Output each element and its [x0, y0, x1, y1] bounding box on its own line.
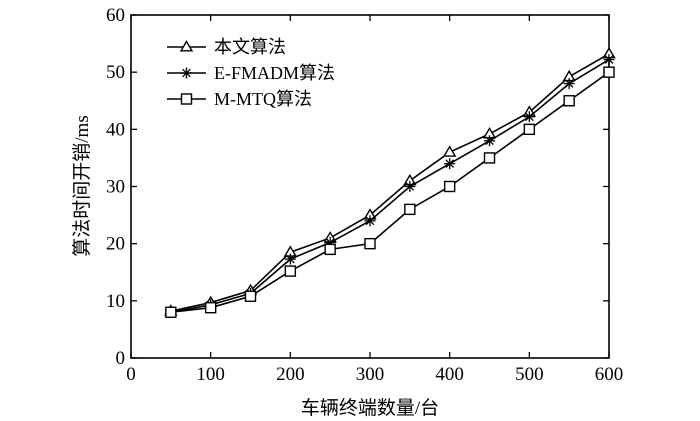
legend-item: E-FMADM算法 — [167, 63, 335, 83]
x-axis-label: 车辆终端数量/台 — [301, 397, 439, 419]
star-stroke — [485, 136, 494, 146]
series-square — [165, 66, 615, 318]
data-point-square — [563, 95, 575, 107]
y-tick-label: 10 — [106, 291, 125, 312]
y-tick-label: 60 — [106, 5, 125, 26]
star-stroke — [405, 182, 415, 191]
x-axis-ticks: 0 100 200 300 400 500 600 — [126, 15, 623, 385]
x-tick-label: 600 — [595, 364, 624, 385]
y-axis-ticks: 0 10 20 30 40 50 60 — [106, 5, 609, 369]
star-stroke — [525, 112, 534, 122]
y-tick-label: 30 — [106, 177, 125, 198]
legend: 本文算法 E-FMADM算法 M-MTQ算法 — [167, 37, 335, 109]
legend-label: 本文算法 — [214, 37, 286, 57]
star-stroke — [286, 254, 295, 264]
legend-label: E-FMADM算法 — [214, 63, 335, 83]
legend-item: M-MTQ算法 — [167, 89, 312, 109]
data-point-star — [404, 181, 416, 192]
y-tick-label: 50 — [106, 62, 125, 83]
star-stroke — [365, 216, 375, 226]
data-point-star — [603, 54, 615, 66]
data-point-star — [364, 215, 376, 227]
legend-marker-triangle — [179, 40, 194, 52]
data-point-square — [443, 180, 456, 193]
data-point-square — [404, 203, 416, 216]
y-axis-label: 算法时间开销/ms — [71, 115, 93, 256]
legend-marker-square — [180, 93, 193, 105]
data-point-star — [523, 111, 535, 123]
star-stroke — [182, 68, 191, 78]
data-point-star — [284, 253, 296, 265]
series-line — [170, 58, 610, 314]
y-tick-label: 0 — [116, 348, 126, 369]
legend-marker-star — [181, 67, 192, 79]
data-point-star — [444, 158, 456, 170]
data-point-square — [244, 290, 257, 302]
data-point-square — [324, 243, 336, 256]
y-tick-label: 40 — [106, 119, 125, 140]
data-point-square — [165, 306, 177, 318]
data-point-square — [204, 301, 217, 314]
data-point-square — [523, 123, 536, 136]
y-tick-label: 20 — [106, 234, 125, 255]
x-tick-label: 500 — [515, 364, 544, 385]
data-point-square — [603, 66, 615, 78]
legend-item: 本文算法 — [167, 37, 286, 57]
series-layer — [164, 46, 616, 318]
data-point-star — [563, 78, 575, 90]
data-point-square — [364, 237, 376, 250]
data-point-star — [484, 135, 495, 147]
x-tick-label: 300 — [356, 364, 385, 385]
star-stroke — [604, 55, 614, 64]
series-line — [170, 71, 610, 314]
data-point-square — [284, 265, 297, 277]
x-tick-label: 200 — [276, 364, 305, 385]
legend-label: M-MTQ算法 — [214, 89, 312, 109]
x-tick-label: 0 — [126, 364, 136, 385]
star-stroke — [445, 159, 454, 168]
data-point-square — [483, 152, 496, 164]
series-line — [170, 53, 610, 312]
star-stroke — [564, 79, 574, 88]
x-tick-label: 400 — [435, 364, 464, 385]
data-point-triangle — [442, 145, 457, 157]
x-tick-label: 100 — [196, 364, 225, 385]
